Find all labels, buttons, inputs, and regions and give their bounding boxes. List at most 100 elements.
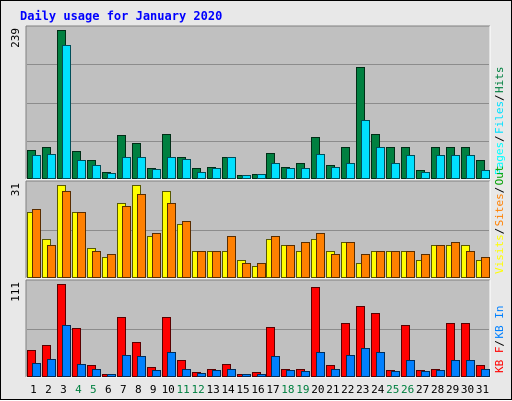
bar-files-day-18 bbox=[286, 168, 295, 179]
bar-files-day-4 bbox=[77, 160, 86, 179]
bar-sites-day-12 bbox=[197, 251, 206, 278]
bar-files-day-10 bbox=[167, 157, 176, 179]
legend-kb-in: KB In bbox=[493, 305, 506, 338]
x-tick-label: 15 bbox=[236, 383, 249, 396]
legend-separator: / bbox=[493, 340, 506, 347]
chart-title: Daily usage for January 2020 bbox=[20, 9, 223, 23]
bar-files-day-9 bbox=[152, 169, 161, 179]
bar-kb-f-day-11 bbox=[177, 360, 186, 377]
bar-files-day-23 bbox=[361, 120, 370, 179]
bar-sites-day-31 bbox=[481, 257, 490, 278]
plot-area bbox=[26, 26, 490, 179]
bar-files-day-25 bbox=[391, 163, 400, 179]
x-tick-label: 28 bbox=[431, 383, 444, 396]
x-tick-label: 27 bbox=[416, 383, 429, 396]
x-tick-label: 17 bbox=[266, 383, 279, 396]
x-tick-label: 19 bbox=[296, 383, 309, 396]
bar-files-day-15 bbox=[242, 175, 251, 179]
bar-kb-in-day-30 bbox=[466, 360, 475, 377]
bar-sites-day-6 bbox=[107, 254, 116, 278]
bar-sites-day-11 bbox=[182, 221, 191, 278]
bar-kb-f-day-20 bbox=[311, 287, 320, 377]
bar-kb-in-day-1 bbox=[32, 363, 41, 377]
bar-hits-day-10 bbox=[162, 134, 171, 179]
bar-files-day-8 bbox=[137, 157, 146, 179]
bar-kb-in-day-4 bbox=[77, 364, 86, 377]
bar-files-day-28 bbox=[436, 155, 445, 179]
bar-sites-day-24 bbox=[376, 251, 385, 278]
x-tick-label: 24 bbox=[371, 383, 385, 396]
x-tick-label: 29 bbox=[446, 383, 459, 396]
bar-kb-f-day-29 bbox=[446, 323, 455, 377]
bar-sites-day-28 bbox=[436, 245, 445, 278]
legend-hits: Hits bbox=[493, 67, 506, 94]
bar-kb-in-day-10 bbox=[167, 352, 176, 377]
bar-kb-in-day-16 bbox=[257, 374, 266, 377]
bar-sites-day-13 bbox=[212, 251, 221, 278]
bar-sites-day-26 bbox=[406, 251, 415, 278]
bar-sites-day-14 bbox=[227, 236, 236, 278]
bar-sites-day-1 bbox=[32, 209, 41, 278]
bar-sites-day-16 bbox=[257, 263, 266, 278]
bar-files-day-27 bbox=[421, 172, 430, 179]
bar-sites-day-9 bbox=[152, 233, 161, 278]
x-tick-label: 20 bbox=[311, 383, 324, 396]
bar-files-day-5 bbox=[92, 165, 101, 179]
bar-hits-day-31 bbox=[476, 160, 485, 179]
bar-files-day-19 bbox=[301, 168, 310, 179]
bar-files-day-16 bbox=[257, 174, 266, 179]
bar-sites-day-25 bbox=[391, 251, 400, 278]
legend-pages: Pages bbox=[493, 142, 506, 175]
bar-kb-in-day-19 bbox=[301, 371, 310, 377]
bar-kb-in-day-17 bbox=[271, 356, 280, 377]
bar-kb-in-day-27 bbox=[421, 371, 430, 377]
x-tick-label: 3 bbox=[60, 383, 67, 396]
bar-kb-f-day-10 bbox=[162, 317, 171, 377]
x-tick-label: 22 bbox=[341, 383, 354, 396]
bar-kb-f-day-26 bbox=[401, 325, 410, 377]
x-tick-label: 5 bbox=[90, 383, 97, 396]
x-tick-label: 26 bbox=[401, 383, 414, 396]
y-max-label: 111 bbox=[9, 282, 22, 302]
x-tick-label: 16 bbox=[251, 383, 264, 396]
bar-kb-in-day-2 bbox=[47, 359, 56, 377]
bar-kb-f-day-4 bbox=[72, 328, 81, 377]
bar-files-day-13 bbox=[212, 168, 221, 179]
bar-sites-day-4 bbox=[77, 212, 86, 278]
bar-kb-in-day-5 bbox=[92, 369, 101, 377]
bar-files-day-30 bbox=[466, 155, 475, 179]
bar-files-day-11 bbox=[182, 159, 191, 179]
legend-kb-f: KB F bbox=[493, 347, 506, 374]
legend-visits: Visits bbox=[493, 234, 506, 274]
bar-kb-in-day-29 bbox=[451, 360, 460, 377]
bar-kb-in-day-21 bbox=[331, 369, 340, 377]
bar-kb-in-day-13 bbox=[212, 370, 221, 377]
bar-kb-in-day-18 bbox=[286, 370, 295, 377]
x-tick-label: 10 bbox=[162, 383, 175, 396]
bar-kb-in-day-8 bbox=[137, 356, 146, 377]
x-tick-label: 8 bbox=[135, 383, 142, 396]
x-tick-label: 30 bbox=[461, 383, 474, 396]
bar-sites-day-8 bbox=[137, 194, 146, 278]
bar-kb-in-day-11 bbox=[182, 369, 191, 377]
bar-kb-in-day-28 bbox=[436, 370, 445, 377]
bar-files-day-26 bbox=[406, 155, 415, 179]
bar-sites-day-15 bbox=[242, 263, 251, 278]
bar-files-day-29 bbox=[451, 155, 460, 179]
x-tick-label: 7 bbox=[120, 383, 127, 396]
bar-files-day-20 bbox=[316, 154, 325, 179]
bar-kb-in-day-24 bbox=[376, 352, 385, 377]
bar-sites-day-27 bbox=[421, 254, 430, 278]
bar-sites-day-21 bbox=[331, 254, 340, 278]
x-tick-label: 13 bbox=[206, 383, 219, 396]
x-tick-label: 31 bbox=[476, 383, 489, 396]
x-tick-label: 4 bbox=[75, 383, 82, 396]
bar-files-day-3 bbox=[62, 45, 71, 179]
bar-files-day-21 bbox=[331, 167, 340, 179]
bar-sites-day-19 bbox=[301, 242, 310, 278]
bar-sites-day-23 bbox=[361, 254, 370, 278]
bar-sites-day-7 bbox=[122, 206, 131, 278]
bar-kb-in-day-25 bbox=[391, 371, 400, 377]
